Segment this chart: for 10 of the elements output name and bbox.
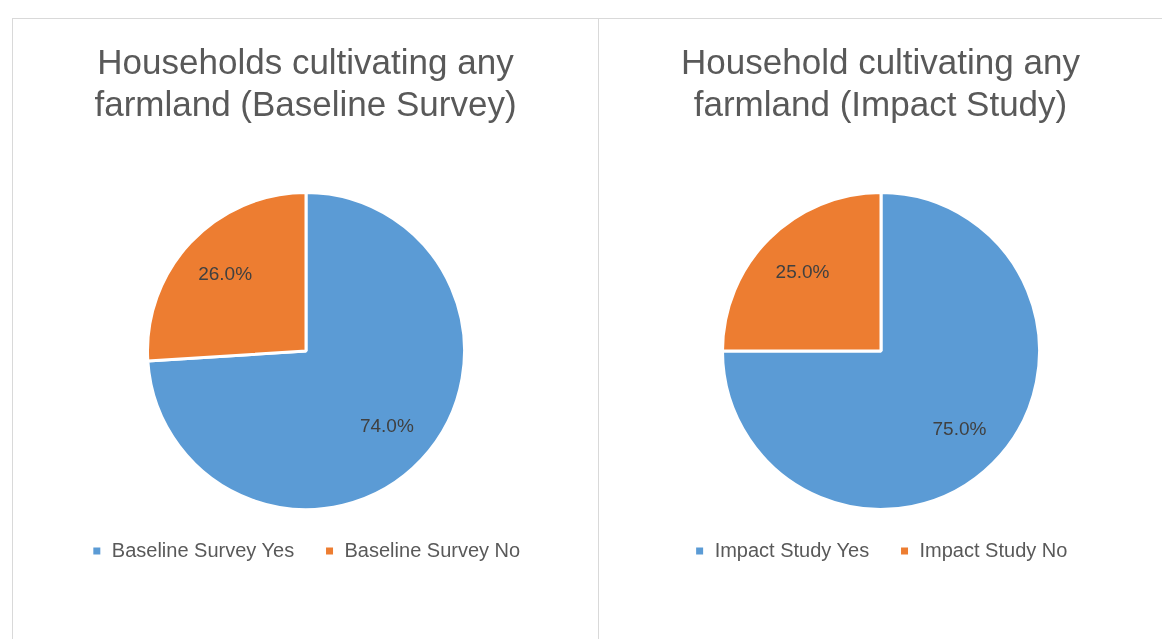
legend-label: Baseline Survey Yes <box>111 538 295 561</box>
data-label: 26.0% <box>198 263 253 285</box>
legend-label: Impact Study Yes <box>714 538 870 561</box>
data-label: 25.0% <box>775 260 830 282</box>
chart-title: Household cultivating any farmland (Impact Study) <box>680 41 1081 125</box>
data-label: 74.0% <box>359 415 414 437</box>
legend-label: Impact Study No <box>919 538 1068 561</box>
chart-title: Households cultivating any farmland (Baseline Survey) <box>93 41 518 125</box>
data-label: 75.0% <box>932 417 987 439</box>
legend-label: Baseline Survey No <box>344 538 521 561</box>
